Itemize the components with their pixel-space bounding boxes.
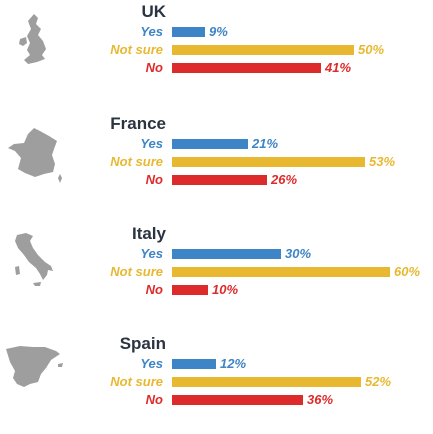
value-label-france-not-sure: 53%	[369, 154, 396, 169]
uk-map-icon	[19, 14, 46, 64]
bar-spain-not-sure	[172, 377, 361, 387]
bar-spain-no	[172, 395, 303, 405]
country-name-italy: Italy	[131, 224, 166, 243]
value-label-uk-not-sure: 50%	[358, 42, 385, 57]
category-label-yes: Yes	[140, 356, 163, 371]
value-label-italy-no: 10%	[212, 282, 239, 297]
country-group-uk: UK Yes 9% Not sure 50% No 41%	[0, 2, 433, 102]
row-uk-yes: Yes 9%	[0, 24, 433, 40]
country-group-spain: Spain Yes 12% Not sure 52% No 36%	[0, 334, 433, 434]
value-label-spain-not-sure: 52%	[365, 374, 392, 389]
category-label-no: No	[145, 282, 163, 297]
bar-france-no	[172, 175, 267, 185]
row-spain-no: No 36%	[0, 392, 433, 408]
chart: UK Yes 9% Not sure 50% No 41% France Yes 21% Not s…	[0, 2, 433, 407]
row-uk-no: No 41%	[0, 60, 433, 76]
category-label-not-sure: Not sure	[110, 42, 163, 57]
row-france-not-sure: Not sure 53%	[0, 154, 433, 170]
row-france-no: No 26%	[0, 172, 433, 188]
category-label-no: No	[145, 172, 163, 187]
value-label-italy-yes: 30%	[285, 246, 312, 261]
category-label-yes: Yes	[140, 24, 163, 39]
bar-france-not-sure	[172, 157, 365, 167]
category-label-not-sure: Not sure	[110, 264, 163, 279]
value-label-france-yes: 21%	[252, 136, 279, 151]
bar-spain-yes	[172, 359, 216, 369]
category-label-no: No	[145, 392, 163, 407]
category-label-no: No	[145, 60, 163, 75]
bar-uk-yes	[172, 27, 205, 37]
bar-uk-not-sure	[172, 45, 354, 55]
bar-uk-no	[172, 63, 321, 73]
row-france-yes: Yes 21%	[0, 136, 433, 152]
country-name-spain: Spain	[119, 334, 166, 353]
category-label-not-sure: Not sure	[110, 374, 163, 389]
row-spain-not-sure: Not sure 52%	[0, 374, 433, 390]
category-label-not-sure: Not sure	[110, 154, 163, 169]
category-label-yes: Yes	[140, 136, 163, 151]
france-map-icon	[8, 128, 62, 183]
value-label-spain-yes: 12%	[220, 356, 247, 371]
row-italy-no: No 10%	[0, 282, 433, 298]
country-name-uk: UK	[141, 2, 166, 21]
category-label-yes: Yes	[140, 246, 163, 261]
row-uk-not-sure: Not sure 50%	[0, 42, 433, 58]
value-label-spain-no: 36%	[307, 392, 334, 407]
bar-italy-yes	[172, 249, 281, 259]
value-label-uk-no: 41%	[325, 60, 352, 75]
value-label-italy-not-sure: 60%	[394, 264, 421, 279]
bar-italy-no	[172, 285, 208, 295]
country-group-france: France Yes 21% Not sure 53% No 26%	[0, 114, 433, 214]
spain-map-icon	[6, 346, 63, 387]
bar-italy-not-sure	[172, 267, 390, 277]
row-spain-yes: Yes 12%	[0, 356, 433, 372]
italy-map-icon	[15, 233, 53, 286]
value-label-uk-yes: 9%	[209, 24, 228, 39]
row-italy-not-sure: Not sure 60%	[0, 264, 433, 280]
bar-france-yes	[172, 139, 248, 149]
value-label-france-no: 26%	[271, 172, 298, 187]
country-group-italy: Italy Yes 30% Not sure 60% No 10%	[0, 224, 433, 324]
row-italy-yes: Yes 30%	[0, 246, 433, 262]
country-name-france: France	[110, 114, 166, 133]
